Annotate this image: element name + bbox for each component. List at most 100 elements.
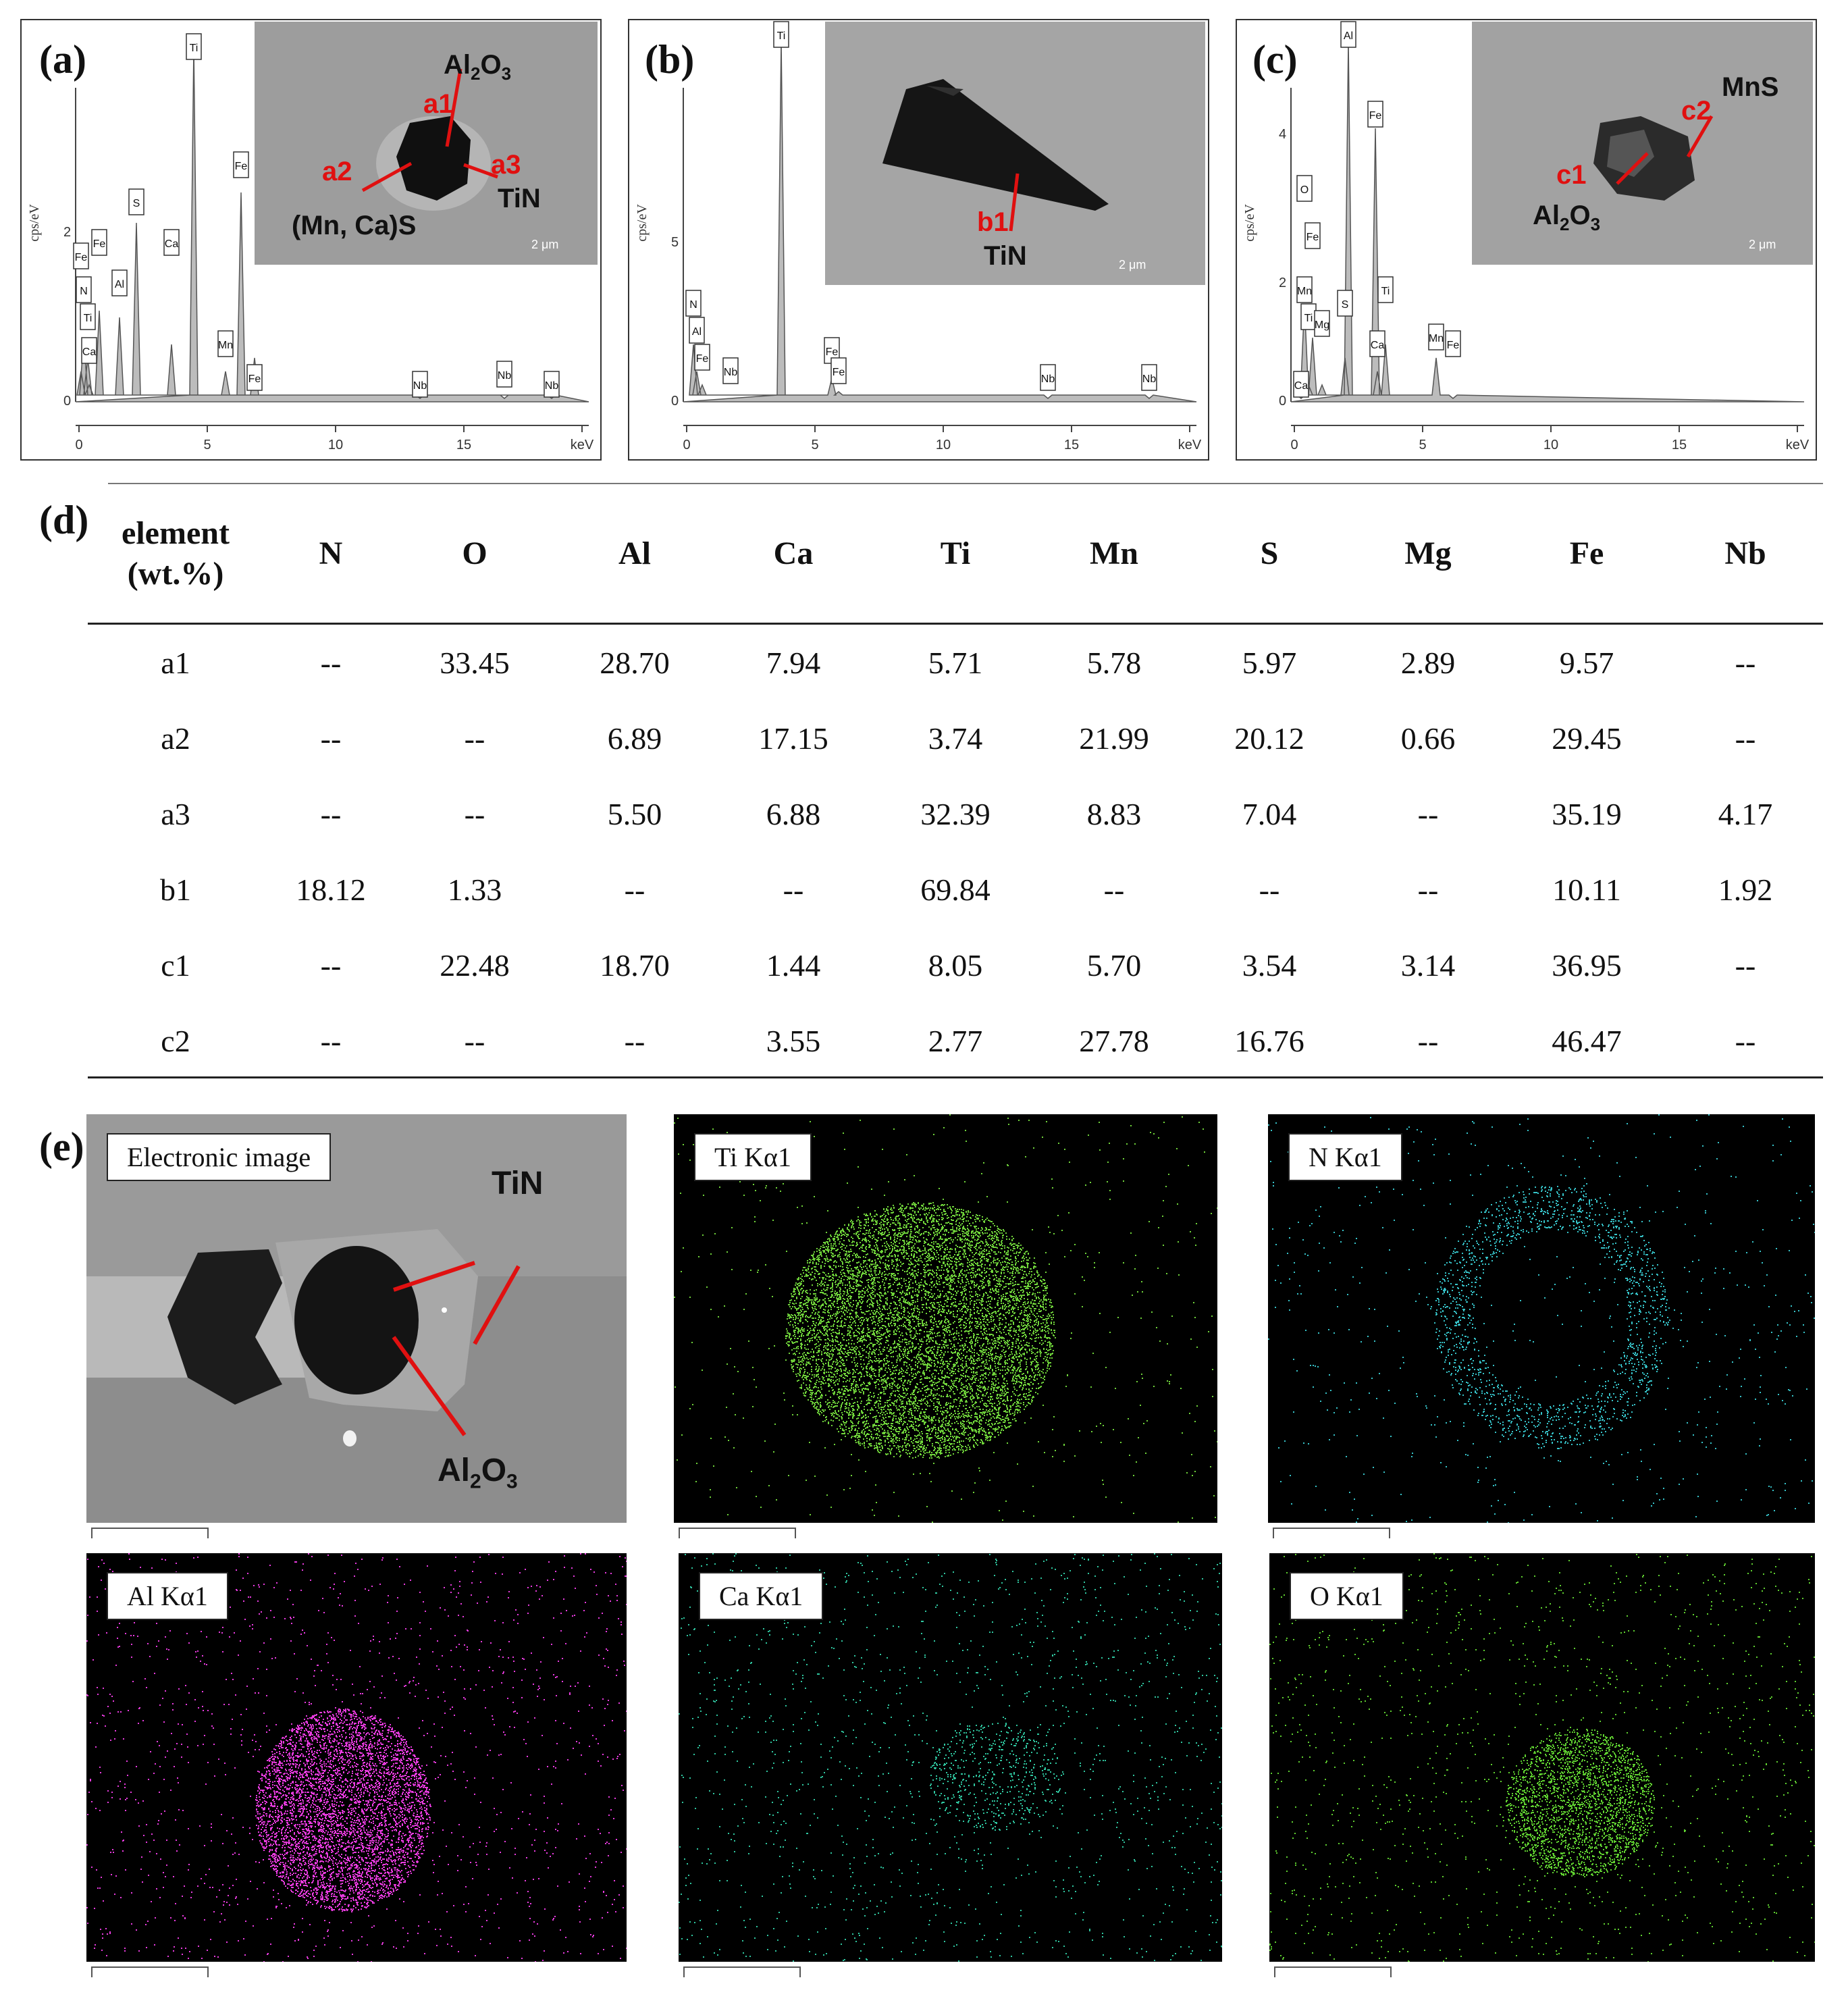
table-cell: -- [1735,1024,1756,1058]
table-cell: 5.71 [928,646,983,680]
svg-text:Fe: Fe [93,238,106,250]
peak-label: Ca [1293,371,1309,398]
svg-text:Fe: Fe [75,252,88,263]
table-header-ti: Ti [940,536,971,571]
svg-text:Fe: Fe [826,346,839,358]
panel-letter-d: (d) [39,498,89,542]
svg-text:N: N [689,299,697,311]
table-row-id: a1 [161,646,190,680]
peak-label: Nb [412,371,428,398]
x-tick-label: 10 [328,438,343,452]
scale-bar [91,1528,209,1538]
table-cell: -- [320,948,342,983]
peak-label: Nb [544,371,560,398]
table-cell: 1.92 [1718,872,1773,907]
table-cell: 3.74 [928,721,983,756]
table-cell: -- [1735,948,1756,983]
table-header-ca: Ca [773,536,814,571]
table-cell: 16.76 [1234,1024,1304,1058]
panel-letter-b: (b) [645,37,695,82]
label-al2o3-e: Al2O3 [438,1453,518,1493]
peak-label: Fe [1445,330,1461,357]
table-cell: -- [1417,1024,1439,1058]
table-cell: 18.12 [296,872,366,907]
x-tick-label: 0 [75,438,82,452]
y-axis-label: cps/eV [635,204,650,242]
peak-label: Mn [1296,276,1313,303]
svg-text:Ca: Ca [165,238,179,250]
table-cell: 1.33 [447,872,502,907]
table-cell: -- [464,797,485,831]
peak-label: Ca [81,337,97,364]
scale-label-a: 2 μm [531,238,559,251]
table-cell: 36.95 [1552,948,1622,983]
table-cell: -- [1259,872,1280,907]
x-tick-label: 15 [456,438,471,452]
table-header-element: element (wt.%) [122,515,230,592]
y-tick-label: 5 [671,235,679,250]
table-cell: 8.83 [1086,797,1142,831]
scale-bar [683,1966,801,1977]
table-cell: 8.05 [928,948,983,983]
scale-bar [91,1966,209,1977]
peak-label: S [128,188,144,215]
map-al-dots [86,1553,627,1962]
scale-label-b: 2 μm [1119,258,1146,271]
panel-letter-e: (e) [39,1124,84,1169]
table-cell: 3.54 [1242,948,1297,983]
table-cell: 32.39 [920,797,991,831]
scale-bar [1273,1528,1390,1538]
table-header-mn: Mn [1090,536,1138,571]
svg-text:Al: Al [1344,30,1353,42]
table-bottom-rule [88,1076,1823,1078]
table-header-n: N [319,536,343,571]
table-cell: -- [1417,872,1439,907]
table-cell: 46.47 [1552,1024,1622,1058]
table-header-rule [88,623,1823,625]
electronic-image: Electronic image TiN Al2O3 [86,1114,627,1523]
peak-label: Fe [246,364,263,391]
svg-text:Nb: Nb [545,380,559,392]
table-cell: 5.78 [1086,646,1142,680]
table-cell: 28.70 [600,646,670,680]
inclusion-shape-a [361,68,498,211]
label-a3: a3 [491,150,521,180]
y-tick-label: 0 [671,394,679,409]
y-tick-label: 2 [63,225,71,240]
table-cell: -- [320,797,342,831]
peak-label: Al [1340,21,1356,48]
table-cell: -- [320,1024,342,1058]
table-cell: 7.04 [1242,797,1297,831]
peak-label: Fe [91,229,107,256]
svg-text:Ti: Ti [190,43,199,54]
inclusion-shape-c [1593,115,1714,201]
peak-label: Ti [80,303,96,330]
x-tick-label: 5 [203,438,211,452]
element-signal [674,1114,1217,1523]
svg-text:Al: Al [115,279,124,290]
table-cell: -- [464,721,485,756]
label-a1: a1 [423,89,454,119]
table-cell: 35.19 [1552,797,1622,831]
svg-text:Fe: Fe [1447,340,1460,351]
sem-image-c: MnS c2 c1 Al2O3 2 μm [1472,22,1813,265]
y-tick-label: 4 [1279,127,1286,142]
svg-text:Ca: Ca [82,346,97,358]
x-tick-label: 15 [1672,438,1687,452]
peak-label: Fe [830,357,847,384]
peak-label: Fe [824,337,840,364]
x-tick-label: 10 [936,438,951,452]
svg-text:Nb: Nb [498,370,512,382]
peak-label: N [685,290,702,317]
svg-text:Nb: Nb [724,367,738,378]
y-axis-label: cps/eV [27,204,42,242]
peak-label: Fe [73,242,89,269]
inclusion-shape-b [882,79,1109,232]
table-header-nb: Nb [1724,536,1766,571]
label-mns: MnS [1722,72,1779,102]
svg-text:Mn: Mn [1297,286,1312,297]
table-header-fe: Fe [1569,536,1604,571]
table-cell: 27.78 [1079,1024,1149,1058]
svg-text:S: S [1342,299,1349,311]
x-tick-label: keV [571,438,594,452]
